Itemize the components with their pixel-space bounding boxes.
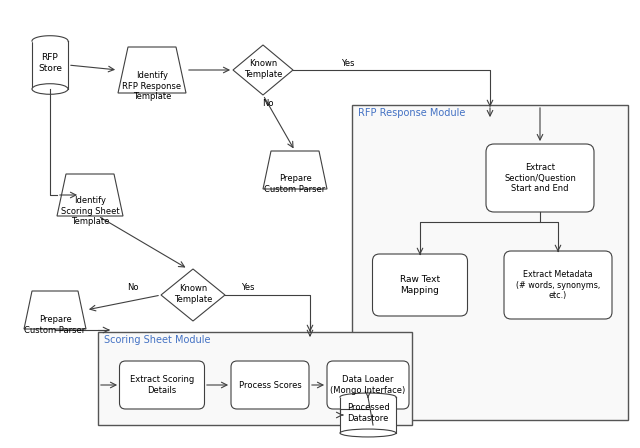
Text: RFP Response Module: RFP Response Module: [358, 108, 465, 118]
Text: Known
Template: Known Template: [244, 59, 282, 79]
Polygon shape: [57, 174, 123, 216]
Bar: [340, 397, 396, 433]
Text: Scoring Sheet Module: Scoring Sheet Module: [104, 335, 211, 345]
Ellipse shape: [340, 429, 396, 437]
Text: Process Scores: Process Scores: [239, 380, 301, 389]
Text: Prepare
Custom Parser: Prepare Custom Parser: [24, 315, 86, 335]
Text: Extract
Section/Question
Start and End: Extract Section/Question Start and End: [504, 163, 576, 193]
Text: Yes: Yes: [341, 59, 355, 68]
Text: Yes: Yes: [241, 283, 255, 292]
Text: Identify
Scoring Sheet
Template: Identify Scoring Sheet Template: [61, 196, 119, 226]
Text: Extract Metadata
(# words, synonyms,
etc.): Extract Metadata (# words, synonyms, etc…: [516, 270, 600, 300]
FancyBboxPatch shape: [120, 361, 205, 409]
Bar: [352, 105, 628, 420]
FancyBboxPatch shape: [486, 144, 594, 212]
Text: Extract Scoring
Details: Extract Scoring Details: [130, 375, 194, 395]
Ellipse shape: [32, 84, 68, 94]
Text: No: No: [127, 283, 139, 292]
Text: Data Loader
(Mongo Interface): Data Loader (Mongo Interface): [330, 375, 406, 395]
FancyBboxPatch shape: [327, 361, 409, 409]
Text: Known
Template: Known Template: [174, 284, 212, 304]
FancyBboxPatch shape: [504, 251, 612, 319]
FancyBboxPatch shape: [372, 254, 467, 316]
Polygon shape: [233, 45, 293, 95]
Polygon shape: [118, 47, 186, 93]
Text: RFP
Store: RFP Store: [38, 53, 62, 73]
FancyBboxPatch shape: [231, 361, 309, 409]
Bar: [98, 332, 412, 425]
Text: No: No: [262, 99, 274, 108]
Text: Raw Text
Mapping: Raw Text Mapping: [400, 276, 440, 295]
Text: Processed
Datastore: Processed Datastore: [347, 403, 389, 423]
Text: Prepare
Custom Parser: Prepare Custom Parser: [264, 174, 326, 194]
Bar: [32, 41, 68, 89]
Polygon shape: [263, 151, 327, 189]
Text: Identify
RFP Response
Template: Identify RFP Response Template: [122, 71, 182, 101]
Ellipse shape: [32, 36, 68, 46]
Polygon shape: [161, 269, 225, 321]
Ellipse shape: [340, 393, 396, 401]
Polygon shape: [24, 291, 86, 329]
